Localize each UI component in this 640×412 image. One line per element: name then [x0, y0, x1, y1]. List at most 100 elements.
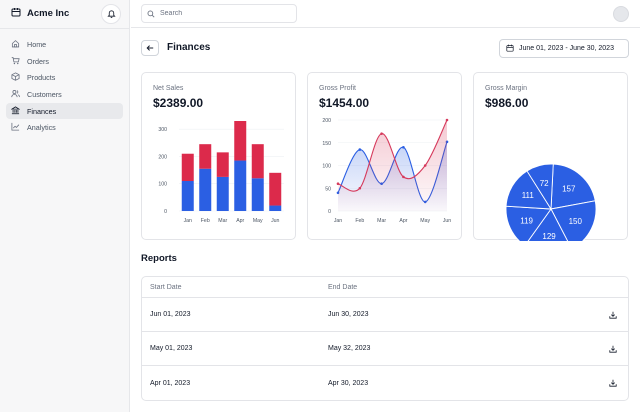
x-tick-label: May — [420, 218, 430, 224]
column-header-end-date: End Date — [328, 283, 358, 291]
sidebar-item-label: Orders — [27, 56, 49, 66]
x-tick-label: Feb — [355, 218, 364, 224]
data-point — [358, 186, 362, 190]
bar-segment-red — [181, 153, 194, 181]
x-tick-label: Feb — [201, 218, 210, 224]
pie-slice-label: 129 — [542, 232, 556, 241]
table-row: May 01, 2023 May 32, 2023 — [142, 332, 628, 366]
bar-segment-red — [216, 152, 229, 177]
gross-margin-card: Gross Margin $986.00 157 150 129 119 111 72 — [473, 72, 628, 241]
bar-segment-blue — [234, 160, 247, 211]
sidebar-nav: Home Orders Products Customers Finances … — [6, 36, 123, 136]
sidebar-item-analytics[interactable]: Analytics — [6, 119, 123, 136]
notifications-button[interactable] — [101, 4, 121, 24]
card-label: Gross Profit — [319, 85, 356, 92]
y-tick-label: 200 — [322, 118, 331, 124]
data-point — [358, 148, 362, 151]
data-point — [402, 146, 405, 149]
y-tick-label: 100 — [158, 182, 167, 188]
sidebar-item-orders[interactable]: Orders — [6, 53, 123, 70]
search-box[interactable] — [141, 4, 297, 23]
net-sales-card: Net Sales $2389.00 0 100 200 300 Jan Feb Mar Ap… — [141, 72, 296, 240]
download-icon[interactable] — [606, 308, 620, 322]
store-icon — [11, 7, 21, 20]
bar-segment-red — [234, 121, 247, 161]
x-tick-label: Apr — [236, 218, 244, 224]
y-tick-label: 300 — [158, 127, 167, 133]
sidebar-item-customers[interactable]: Customers — [6, 86, 123, 103]
brand[interactable]: Acme Inc — [11, 7, 69, 20]
user-avatar[interactable] — [613, 6, 629, 22]
pie-slice — [527, 208, 569, 241]
y-tick-label: 100 — [322, 164, 331, 170]
bar-segment-blue — [216, 176, 229, 211]
data-point — [445, 118, 449, 122]
date-range-picker[interactable]: June 01, 2023 - June 30, 2023 — [499, 39, 629, 58]
pie-slice-label: 111 — [522, 191, 535, 200]
data-point — [380, 132, 383, 135]
table-header: Start Date End Date — [142, 277, 628, 298]
series-line — [337, 119, 448, 192]
y-tick-label: 0 — [328, 209, 331, 215]
x-tick-label: Jun — [443, 218, 451, 224]
y-tick-label: 50 — [325, 186, 331, 192]
table-row: Jun 01, 2023 Jun 30, 2023 — [142, 298, 628, 332]
y-tick-label: 0 — [164, 209, 167, 215]
pie-slice — [505, 205, 552, 241]
search-input[interactable] — [160, 10, 290, 17]
end-date-cell: Jun 30, 2023 — [328, 311, 369, 318]
sidebar-item-label: Analytics — [27, 123, 56, 133]
pie-slice-label: 150 — [569, 217, 583, 226]
x-tick-label: May — [253, 218, 263, 224]
card-value: $2389.00 — [153, 96, 204, 110]
y-tick-label: 150 — [322, 141, 331, 147]
gross-profit-card: Gross Profit $1454.00 0 50 100 150 200 Jan Feb… — [307, 72, 462, 240]
net-sales-bar-chart: 0 100 200 300 Jan Feb Mar Apr May Jun — [158, 121, 284, 224]
bar-segment-red — [199, 144, 212, 169]
sidebar-item-label: Finances — [27, 106, 57, 116]
download-icon[interactable] — [606, 342, 620, 356]
sidebar-item-label: Home — [27, 39, 47, 49]
back-button[interactable] — [141, 40, 159, 56]
search-icon — [147, 5, 155, 23]
start-date-cell: Apr 01, 2023 — [150, 379, 191, 387]
x-tick-label: Apr — [399, 218, 407, 224]
gross-profit-line-chart: 0 50 100 150 200 Jan Feb Mar Apr May Jun — [322, 118, 451, 224]
pie-slice-label: 119 — [520, 217, 533, 226]
arrow-left-icon — [146, 39, 154, 57]
pie-slice-label: 157 — [562, 185, 576, 194]
date-range-label: June 01, 2023 - June 30, 2023 — [519, 45, 614, 52]
card-label: Net Sales — [153, 85, 184, 92]
start-date-cell: May 01, 2023 — [150, 345, 193, 352]
start-date-cell: Jun 01, 2023 — [150, 311, 191, 318]
pie-slice — [550, 200, 597, 241]
download-icon[interactable] — [606, 376, 620, 390]
sidebar-item-products[interactable]: Products — [6, 69, 123, 86]
data-point — [336, 182, 340, 185]
table-row: Apr 01, 2023 Apr 30, 2023 — [142, 366, 628, 400]
data-point — [402, 175, 405, 179]
sidebar-item-label: Products — [27, 73, 56, 83]
package-icon — [11, 72, 20, 83]
calendar-icon — [506, 44, 514, 54]
sidebar-item-label: Customers — [27, 89, 62, 99]
bar-segment-blue — [251, 178, 264, 211]
home-icon — [11, 39, 20, 50]
sidebar-item-home[interactable]: Home — [6, 36, 123, 53]
x-tick-label: Jun — [271, 218, 279, 224]
card-value: $986.00 — [485, 96, 529, 110]
gross-margin-pie-chart: 157 150 129 119 111 72 — [505, 163, 597, 241]
column-header-start-date: Start Date — [150, 283, 182, 291]
x-tick-label: Jan — [334, 218, 342, 224]
end-date-cell: May 32, 2023 — [328, 345, 371, 352]
sidebar-item-finances[interactable]: Finances — [6, 102, 123, 120]
sidebar-divider — [0, 28, 130, 29]
bar-segment-red — [251, 144, 264, 179]
x-tick-label: Mar — [377, 218, 386, 224]
reports-table: Start Date End Date Jun 01, 2023 Jun 30,… — [141, 276, 629, 401]
top-bar — [131, 0, 640, 28]
bank-icon — [10, 106, 21, 117]
pie-slice — [526, 163, 554, 211]
page-title: Finances — [167, 42, 211, 53]
y-tick-label: 200 — [158, 154, 167, 160]
